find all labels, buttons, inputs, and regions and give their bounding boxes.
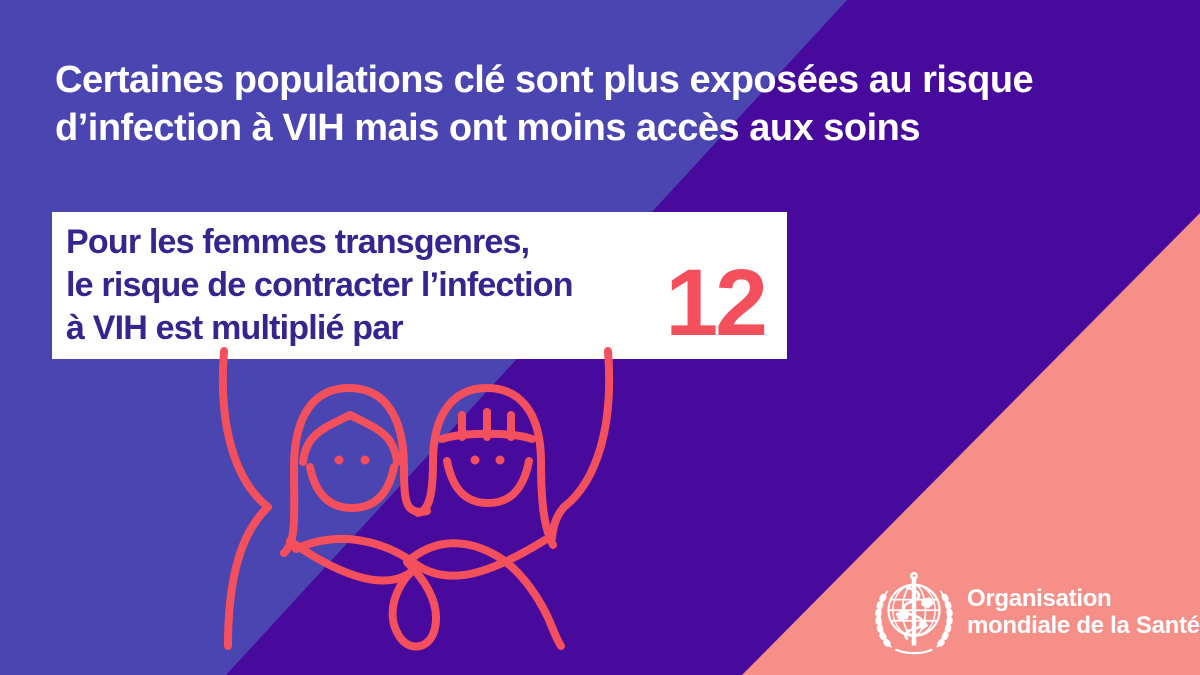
stat-value: 12 bbox=[665, 250, 768, 356]
left-fringe bbox=[299, 411, 401, 466]
left-eye-r bbox=[360, 455, 370, 465]
left-woman-figure bbox=[218, 347, 431, 650]
page-title-line1: Certaines populations clé sont plus expo… bbox=[55, 59, 1034, 101]
left-outer-body bbox=[224, 503, 272, 650]
right-eye-l bbox=[470, 455, 480, 465]
left-hair bbox=[280, 384, 431, 557]
right-hair-bob bbox=[414, 384, 557, 549]
stat-card-line3: à VIH est multiplié par bbox=[66, 309, 404, 347]
who-logo-line2: mondiale de la Santé bbox=[967, 612, 1200, 639]
right-woman-figure bbox=[414, 347, 614, 549]
left-chin bbox=[306, 463, 398, 512]
page-title-line2: d’infection à VIH mais ont moins accès a… bbox=[55, 107, 921, 149]
right-eye-r bbox=[495, 455, 505, 465]
page-title: Certaines populations clé sont plus expo… bbox=[55, 56, 1034, 152]
stat-card-line2: le risque de contracter l’infection bbox=[66, 266, 573, 304]
cross-sweep bbox=[292, 534, 549, 580]
who-logo-text: Organisation mondiale de la Santé bbox=[967, 585, 1200, 639]
stat-card-line1: Pour les femmes transgenres, bbox=[66, 223, 530, 261]
left-raised-arm bbox=[218, 347, 272, 511]
stat-card-text: Pour les femmes transgenres, le risque d… bbox=[66, 221, 573, 350]
stat-card: Pour les femmes transgenres, le risque d… bbox=[52, 212, 787, 359]
left-eye-l bbox=[334, 455, 344, 465]
who-logo: Organisation mondiale de la Santé bbox=[870, 566, 1200, 658]
right-raised-arm bbox=[548, 347, 614, 542]
right-chin bbox=[443, 457, 533, 507]
who-logo-line1: Organisation bbox=[967, 585, 1112, 612]
crossed-bodies-ribbon bbox=[286, 534, 565, 651]
who-emblem-icon bbox=[875, 571, 953, 655]
